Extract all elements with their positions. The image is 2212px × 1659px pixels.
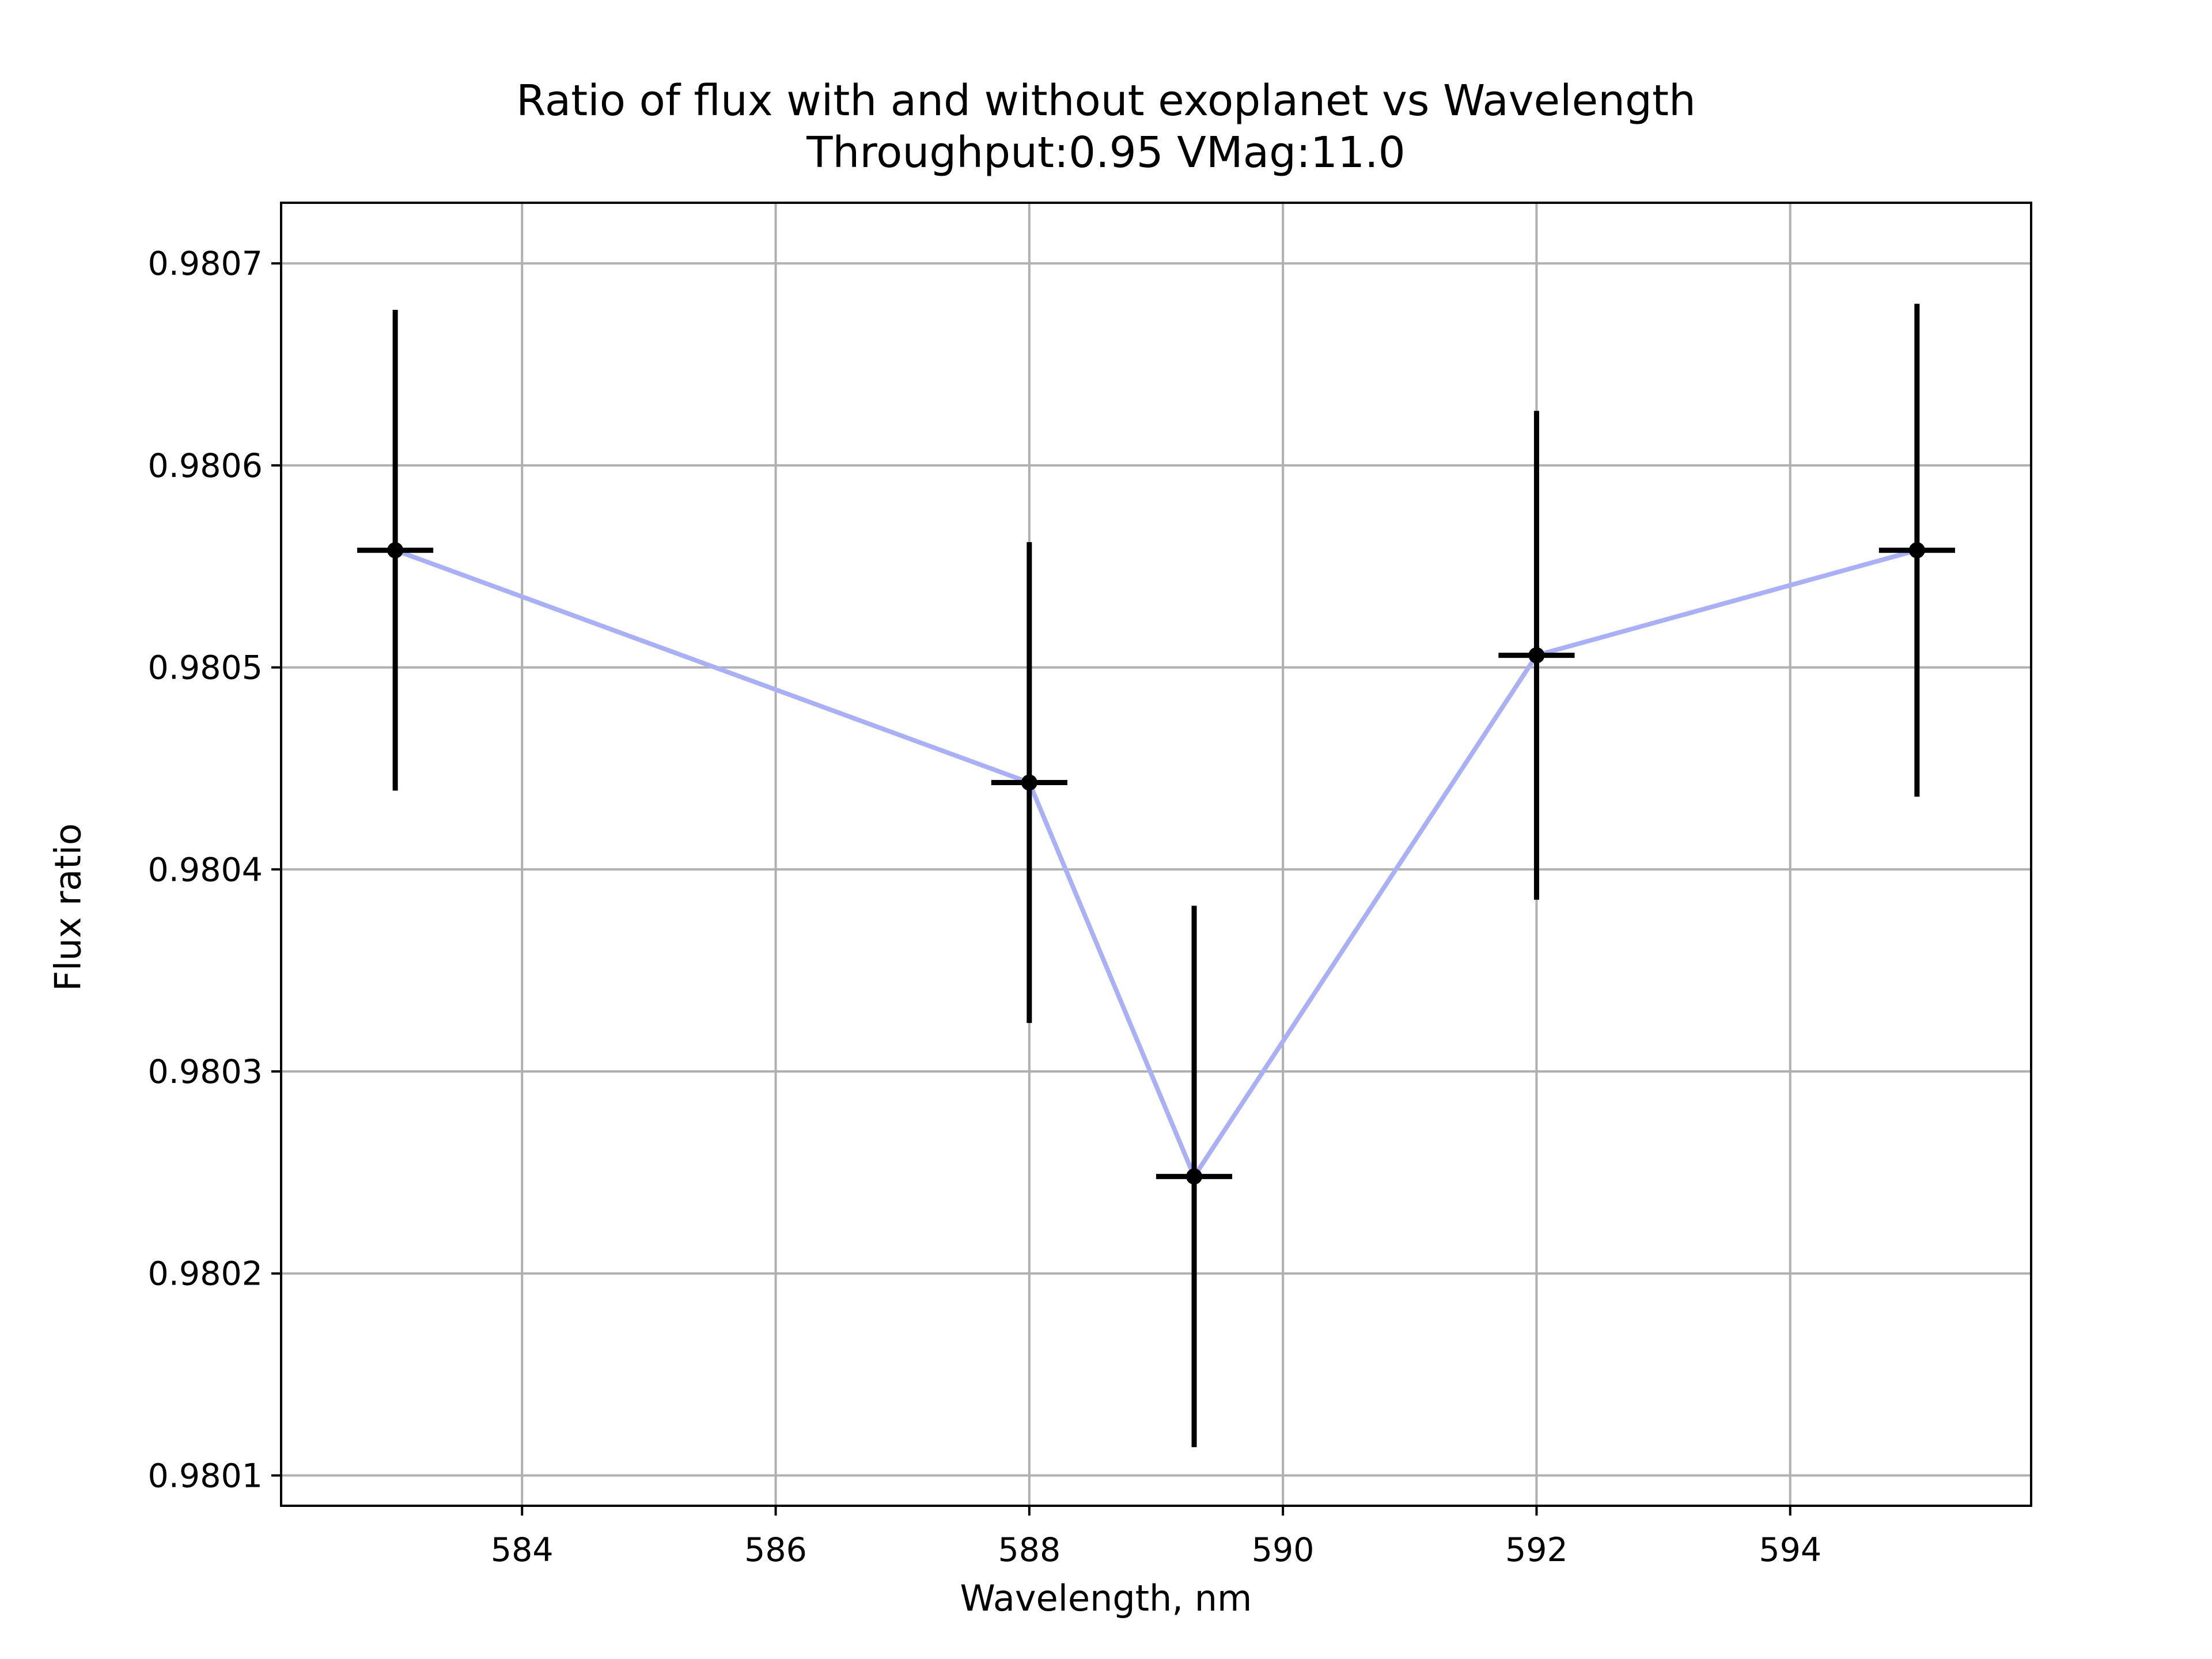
data-point xyxy=(1021,774,1037,791)
y-tick-label: 0.9807 xyxy=(148,245,263,283)
grid xyxy=(281,203,2031,1506)
x-tick-label: 586 xyxy=(744,1531,807,1569)
x-tick-label: 584 xyxy=(491,1531,554,1569)
plot-frame xyxy=(280,202,2032,1507)
y-axis-label: Flux ratio xyxy=(47,823,89,991)
series-line xyxy=(394,548,1918,1179)
x-axis-ticks: 584 586 588 590 592 594 xyxy=(491,1506,1821,1569)
point-layer xyxy=(387,542,1925,1185)
chart-title: Ratio of flux with and without exoplanet… xyxy=(516,76,1696,126)
y-tick-label: 0.9803 xyxy=(148,1053,263,1091)
x-tick-label: 594 xyxy=(1759,1531,1821,1569)
y-tick-label: 0.9802 xyxy=(148,1255,263,1293)
y-tick-label: 0.9801 xyxy=(148,1457,263,1495)
y-axis-ticks: 0.9801 0.9802 0.9803 0.9804 0.9805 0.9806 0.98… xyxy=(148,245,281,1495)
data-point xyxy=(387,542,404,559)
x-axis-label: Wavelength, nm xyxy=(960,1577,1252,1619)
errorbar-layer xyxy=(357,304,1955,1448)
x-tick-label: 592 xyxy=(1505,1531,1568,1569)
data-point xyxy=(1186,1168,1203,1185)
x-tick-label: 588 xyxy=(998,1531,1060,1569)
x-tick-label: 590 xyxy=(1252,1531,1315,1569)
y-tick-label: 0.9804 xyxy=(148,851,263,889)
y-tick-label: 0.9806 xyxy=(148,447,263,485)
data-point xyxy=(1908,542,1925,559)
chart-subtitle: Throughput:0.95 VMag:11.0 xyxy=(806,128,1406,177)
series-line-layer xyxy=(394,548,1918,1179)
y-tick-label: 0.9805 xyxy=(148,649,263,687)
data-point xyxy=(1528,647,1545,664)
